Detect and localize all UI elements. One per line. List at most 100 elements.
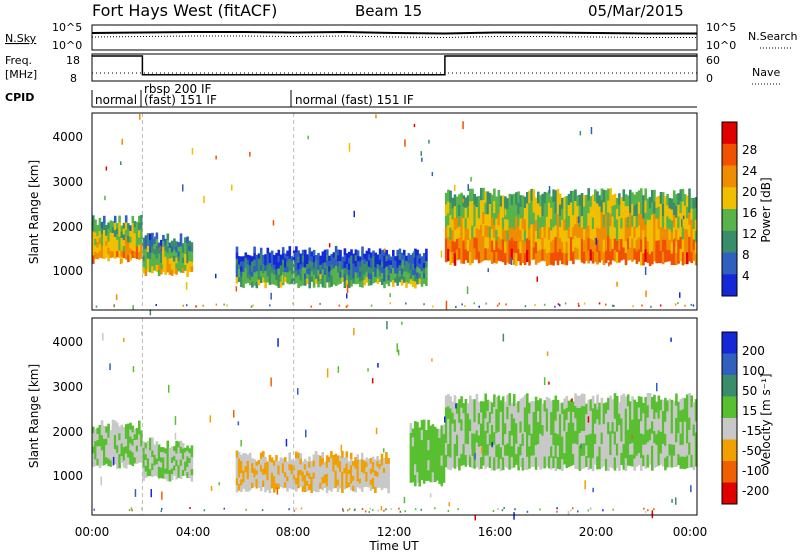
heat-cell bbox=[480, 212, 483, 226]
heat-cell bbox=[299, 269, 303, 276]
heat-cell bbox=[306, 480, 309, 487]
heat-cell bbox=[690, 219, 693, 231]
heat-cell bbox=[637, 190, 641, 203]
ground-echo bbox=[215, 303, 218, 306]
heat-cell bbox=[343, 478, 346, 485]
heat-cell bbox=[246, 273, 250, 279]
heat-cell bbox=[103, 222, 106, 231]
heat-cell bbox=[561, 197, 564, 210]
heat-cell bbox=[515, 412, 518, 424]
heat-cell bbox=[471, 422, 474, 434]
heat-cell bbox=[155, 239, 159, 246]
heat-cell bbox=[409, 442, 413, 454]
heat-cell bbox=[440, 455, 444, 467]
heat-cell bbox=[118, 461, 121, 469]
heat-cell bbox=[354, 266, 358, 273]
ground-echo bbox=[497, 508, 499, 511]
heat-cell bbox=[567, 216, 571, 228]
heat-cell bbox=[541, 249, 544, 261]
heat-cell bbox=[365, 271, 369, 278]
heat-cell bbox=[484, 418, 487, 432]
heat-cell bbox=[354, 255, 358, 262]
heat-cell bbox=[153, 249, 156, 255]
heat-cell bbox=[166, 467, 170, 475]
heat-cell bbox=[310, 256, 314, 262]
heat-cell bbox=[310, 261, 314, 267]
heat-cell bbox=[506, 406, 509, 420]
heat-cell bbox=[425, 455, 428, 465]
heat-cell bbox=[486, 214, 490, 227]
heat-cell bbox=[248, 483, 252, 491]
heat-cell bbox=[578, 227, 582, 239]
heat-cell bbox=[94, 238, 97, 246]
heat-cell bbox=[528, 252, 531, 266]
heat-cell bbox=[583, 455, 586, 469]
heat-cell bbox=[436, 437, 439, 447]
heat-cell bbox=[257, 469, 261, 475]
heat-cell bbox=[686, 394, 689, 408]
heat-cell bbox=[354, 486, 357, 493]
heat-cell bbox=[646, 393, 650, 406]
heat-cell bbox=[113, 420, 117, 429]
xtick-6: 00:00 bbox=[673, 525, 708, 539]
ground-echo bbox=[501, 509, 504, 512]
heat-cell bbox=[690, 395, 693, 408]
heat-cell bbox=[295, 458, 298, 466]
heat-cell bbox=[315, 269, 318, 275]
heat-cell bbox=[659, 250, 663, 264]
heat-cell bbox=[429, 472, 433, 483]
heat-cell bbox=[462, 433, 466, 445]
heat-cell bbox=[370, 263, 373, 270]
heat-cell bbox=[528, 227, 531, 241]
heat-cell bbox=[690, 431, 693, 444]
heat-cell bbox=[365, 250, 369, 257]
heat-cell bbox=[376, 482, 379, 488]
heat-cell bbox=[341, 273, 344, 279]
heat-cell bbox=[122, 447, 126, 455]
heat-cell bbox=[495, 252, 498, 264]
heat-cell bbox=[407, 258, 411, 264]
heat-cell bbox=[407, 263, 411, 269]
heat-cell bbox=[273, 269, 276, 275]
heat-cell bbox=[558, 237, 562, 250]
heat-cell bbox=[162, 457, 165, 464]
heat-cell bbox=[675, 217, 678, 230]
heat-cell bbox=[622, 247, 626, 260]
heat-cell bbox=[266, 270, 270, 277]
heat-cell bbox=[591, 217, 595, 230]
heat-cell bbox=[140, 236, 143, 245]
heat-cell bbox=[604, 202, 608, 215]
heat-cell bbox=[589, 433, 593, 446]
heat-cell bbox=[572, 412, 575, 423]
heat-cell bbox=[462, 218, 466, 230]
heat-cell bbox=[299, 475, 302, 482]
sparse-echo bbox=[272, 220, 275, 226]
heat-cell bbox=[672, 252, 676, 266]
sparse-echo bbox=[237, 421, 240, 426]
heat-cell bbox=[343, 473, 346, 479]
heat-cell bbox=[539, 206, 542, 218]
heat-cell bbox=[414, 453, 417, 465]
heat-cell bbox=[655, 196, 658, 209]
heat-cell bbox=[451, 434, 455, 446]
heat-cell bbox=[105, 246, 108, 253]
heat-cell bbox=[668, 444, 672, 456]
heat-cell bbox=[659, 399, 663, 411]
heat-cell bbox=[646, 405, 650, 419]
heat-cell bbox=[323, 465, 327, 471]
heat-cell bbox=[365, 266, 369, 273]
heat-cell bbox=[253, 481, 256, 487]
heat-cell bbox=[436, 445, 439, 455]
heat-cell bbox=[688, 405, 691, 419]
sparse-echo bbox=[444, 416, 446, 423]
heat-cell bbox=[323, 256, 327, 263]
heat-cell bbox=[100, 427, 104, 436]
heat-cell bbox=[306, 268, 309, 275]
heat-cell bbox=[488, 248, 492, 261]
heat-cell bbox=[572, 401, 575, 413]
heat-cell bbox=[242, 256, 245, 262]
heat-cell bbox=[495, 196, 498, 209]
heat-cell bbox=[563, 431, 566, 443]
heat-cell bbox=[396, 261, 399, 269]
heat-cell bbox=[116, 228, 119, 235]
